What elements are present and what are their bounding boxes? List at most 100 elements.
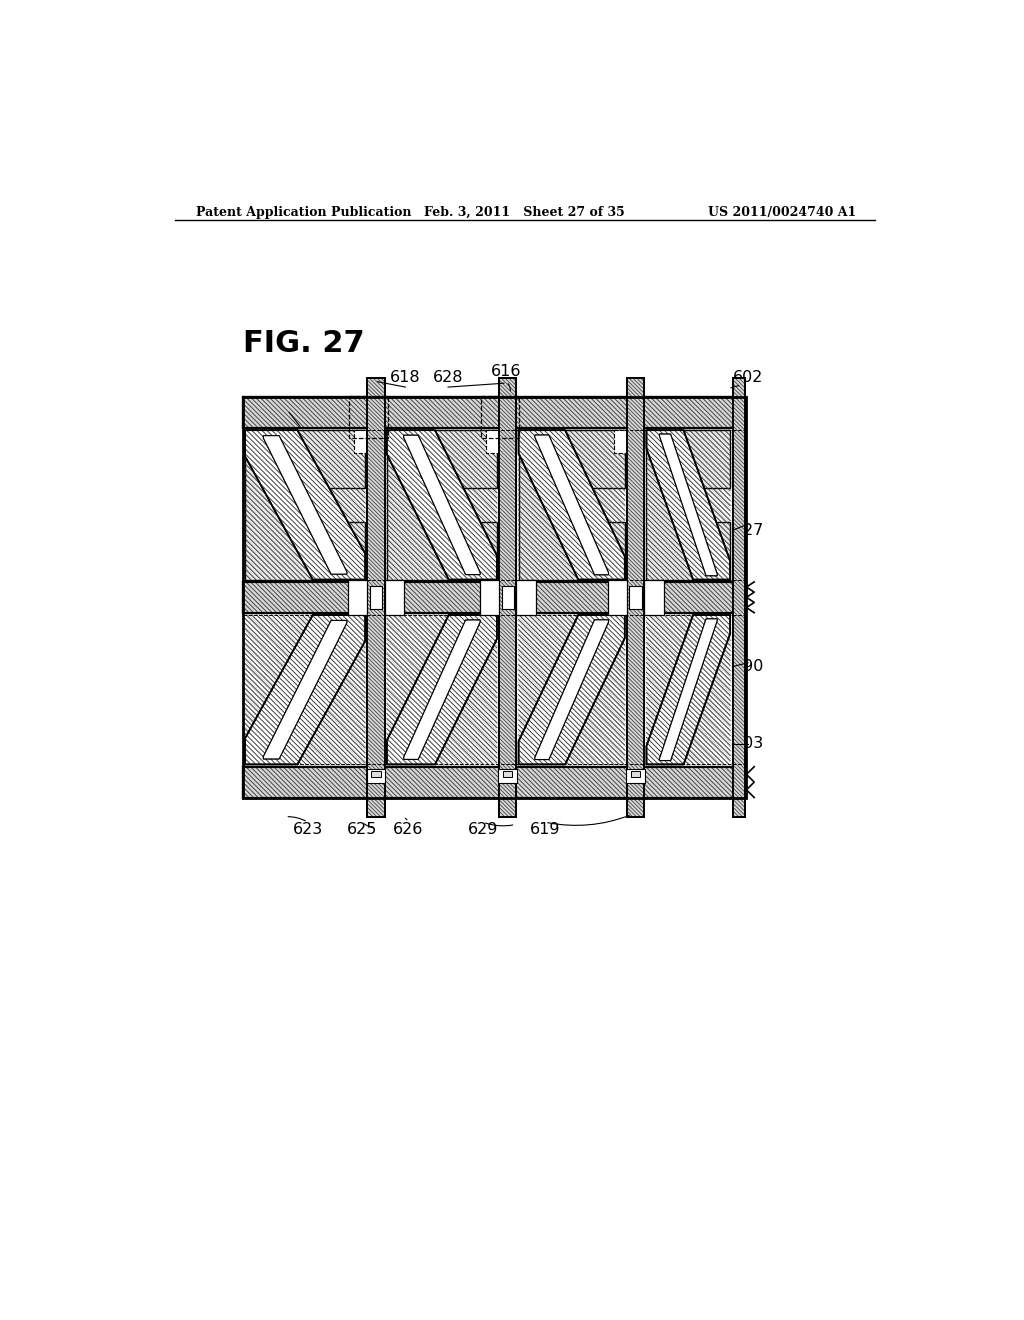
Bar [631,771,640,777]
Bar [243,767,746,797]
Bar [627,378,644,817]
Polygon shape [535,436,608,574]
Polygon shape [646,430,730,579]
Polygon shape [403,620,480,759]
Bar [500,433,515,441]
Text: US 2011/0024740 A1: US 2011/0024740 A1 [709,206,856,219]
Bar [243,582,746,612]
Bar [627,378,644,817]
Text: 602: 602 [732,370,763,385]
Bar [243,397,746,797]
Polygon shape [659,619,717,760]
Bar [607,579,627,615]
Polygon shape [245,615,366,764]
Polygon shape [518,615,625,764]
Polygon shape [535,620,608,759]
Text: 618: 618 [390,370,421,385]
Polygon shape [387,430,497,579]
Bar [631,434,640,438]
Bar [369,433,384,441]
Text: Patent Application Publication: Patent Application Publication [197,206,412,219]
Text: 627: 627 [734,523,765,537]
Polygon shape [535,620,608,759]
Text: 628: 628 [433,370,463,385]
Text: 603: 603 [734,737,764,751]
Bar [349,396,388,438]
Bar [243,397,746,428]
Bar [368,378,385,817]
Bar [243,582,746,612]
Bar [732,378,744,817]
Polygon shape [403,436,480,574]
Bar [627,770,645,783]
Text: 690: 690 [734,659,765,675]
Text: 624: 624 [268,408,298,424]
Polygon shape [659,619,717,760]
Bar [630,586,642,609]
Bar [243,582,746,612]
Bar [732,378,744,817]
Bar [500,378,516,817]
Bar [367,770,385,783]
Bar [243,397,746,428]
Bar [516,579,536,615]
Text: 619: 619 [529,822,560,837]
Bar [628,433,643,441]
Bar [370,586,382,609]
Bar [372,771,381,777]
Bar [614,430,642,453]
Bar [480,396,519,438]
Polygon shape [263,436,347,574]
Polygon shape [263,620,347,759]
Polygon shape [646,430,730,579]
Bar [486,430,514,453]
Bar [243,397,746,428]
Bar [502,586,514,609]
Polygon shape [646,615,730,764]
Bar [243,397,746,428]
Bar [732,378,744,817]
Polygon shape [263,620,347,759]
Bar [243,397,746,797]
Bar [503,771,512,777]
Bar [368,378,385,817]
Bar [243,582,746,612]
Bar [500,378,516,817]
Polygon shape [403,436,480,574]
Text: Feb. 3, 2011   Sheet 27 of 35: Feb. 3, 2011 Sheet 27 of 35 [424,206,626,219]
Polygon shape [535,436,608,574]
Polygon shape [245,430,366,579]
Text: 623: 623 [293,822,323,837]
Polygon shape [245,430,366,579]
Bar [480,579,500,615]
Text: FIG. 27: FIG. 27 [243,330,365,358]
Bar [627,378,644,817]
Bar [368,378,385,817]
Bar [368,378,385,817]
Bar [644,579,664,615]
Bar [627,378,644,817]
Bar [500,378,516,817]
Polygon shape [387,430,497,579]
Bar [354,430,382,453]
Text: 616: 616 [490,364,521,379]
Bar [499,770,517,783]
Polygon shape [518,430,625,579]
Polygon shape [659,434,717,576]
Text: 625: 625 [347,822,377,837]
Bar [348,579,368,615]
Polygon shape [263,436,347,574]
Polygon shape [387,615,497,764]
Bar [372,434,381,438]
Polygon shape [518,430,625,579]
Bar [243,767,746,797]
Bar [500,378,516,817]
Bar [385,579,403,615]
Bar [732,378,744,817]
Bar [243,767,746,797]
Text: 626: 626 [393,822,424,837]
Polygon shape [403,620,480,759]
Polygon shape [659,434,717,576]
Bar [243,767,746,797]
Text: 629: 629 [468,822,498,837]
